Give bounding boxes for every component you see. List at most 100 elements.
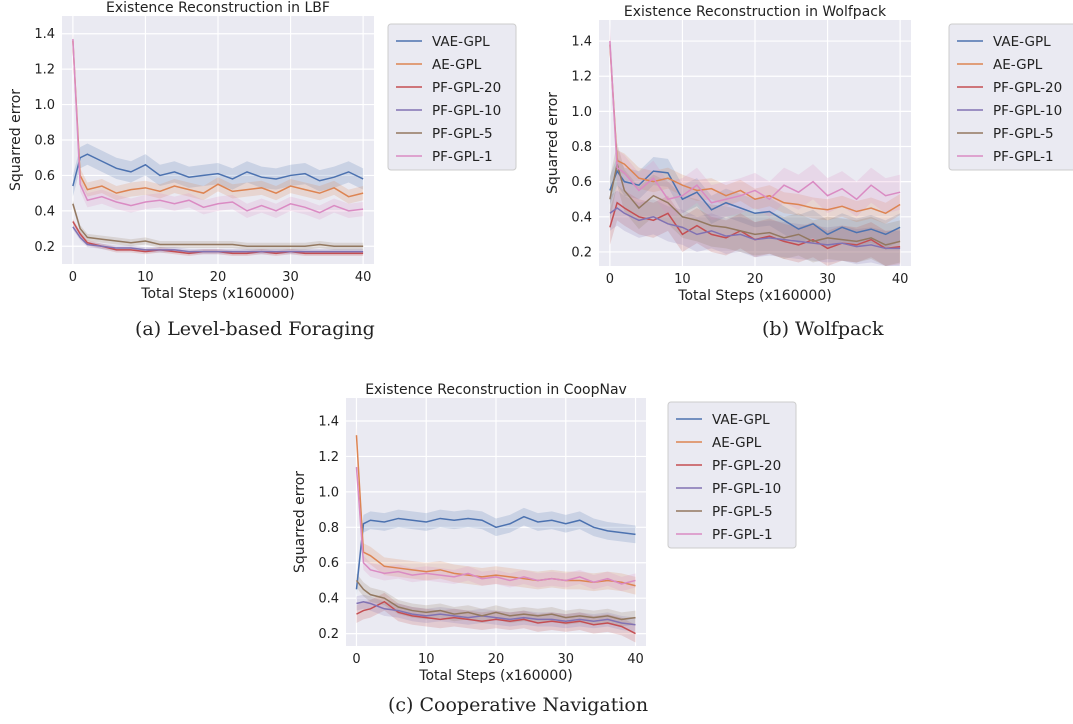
y-tick-label: 0.6 xyxy=(571,175,592,190)
y-tick-label: 1.0 xyxy=(34,98,55,113)
x-axis-label: Total Steps (x160000) xyxy=(677,288,831,304)
y-axis-label: Squarred error xyxy=(8,89,24,191)
series-line xyxy=(609,207,901,250)
legend-label: PF-GPL-10 xyxy=(993,103,1062,119)
y-tick-label: 0.6 xyxy=(318,556,339,571)
legend-label: PF-GPL-10 xyxy=(432,103,501,119)
series-line xyxy=(355,467,636,585)
y-tick-label: 1.0 xyxy=(318,485,339,500)
y-tick-label: 0.4 xyxy=(34,204,55,219)
series-line xyxy=(72,203,364,248)
x-tick-label: 10 xyxy=(674,272,691,287)
caption-b: (b) Wolfpack xyxy=(762,318,884,340)
series-line xyxy=(609,169,901,236)
y-tick-label: 0.8 xyxy=(571,140,592,155)
y-tick-label: 0.8 xyxy=(318,521,339,536)
legend-label: PF-GPL-20 xyxy=(993,80,1062,96)
chart-lbf: 0 10 20 30 40 0.2 0.4 0.6 0.8 1.0 1.2 1.4 Existence … xyxy=(0,0,536,310)
series-band xyxy=(609,157,901,249)
legend-label: PF-GPL-1 xyxy=(712,527,773,543)
legend-label: PF-GPL-1 xyxy=(993,149,1054,165)
series-band xyxy=(609,23,901,221)
legend-label: PF-GPL-10 xyxy=(712,481,781,497)
legend-label: VAE-GPL xyxy=(712,412,770,428)
x-tick-label: 0 xyxy=(606,272,614,287)
series-group xyxy=(609,23,901,266)
x-tick-label: 30 xyxy=(557,652,574,667)
y-tick-label: 0.8 xyxy=(34,134,55,149)
series-line xyxy=(72,40,364,198)
series-band xyxy=(609,34,901,224)
legend-label: AE-GPL xyxy=(993,57,1043,73)
series-line xyxy=(609,163,901,246)
x-tick-label: 20 xyxy=(747,272,764,287)
x-tick-label: 30 xyxy=(282,270,299,285)
y-tick-label: 1.4 xyxy=(571,35,592,50)
x-tick-label: 30 xyxy=(819,272,836,287)
series-band xyxy=(609,190,901,266)
x-tick-label: 40 xyxy=(355,270,372,285)
series-line xyxy=(355,515,636,590)
legend-label: PF-GPL-20 xyxy=(432,80,501,96)
series-line xyxy=(72,226,364,253)
series-band xyxy=(609,185,901,266)
x-tick-label: 40 xyxy=(627,652,644,667)
legend-label: AE-GPL xyxy=(712,435,762,451)
x-tick-label: 0 xyxy=(352,652,360,667)
y-tick-label: 1.2 xyxy=(571,70,592,85)
y-tick-label: 0.2 xyxy=(34,240,55,255)
y-tick-label: 0.6 xyxy=(34,169,55,184)
series-line xyxy=(356,600,636,635)
series-line xyxy=(355,579,636,621)
chart-title: Existence Reconstruction in CoopNav xyxy=(365,382,627,398)
series-line xyxy=(72,38,364,214)
series-band xyxy=(356,573,636,627)
chart-title: Existence Reconstruction in Wolfpack xyxy=(624,4,887,20)
legend-label: VAE-GPL xyxy=(432,34,490,50)
x-tick-label: 20 xyxy=(488,652,505,667)
legend-label: VAE-GPL xyxy=(993,34,1051,50)
y-axis-label: Squarred error xyxy=(292,471,308,573)
caption-c: (c) Cooperative Navigation xyxy=(388,694,649,716)
x-tick-label: 0 xyxy=(69,270,77,285)
y-tick-label: 0.4 xyxy=(318,592,339,607)
y-tick-label: 1.0 xyxy=(571,105,592,120)
chart-wolfpack-svg: 0 10 20 30 40 0.2 0.4 0.6 0.8 1.0 1.2 1.4 Existence … xyxy=(545,4,1073,304)
x-axis-label: Total Steps (x160000) xyxy=(140,286,294,302)
series-line xyxy=(609,44,901,215)
legend-label: PF-GPL-5 xyxy=(712,504,773,520)
chart-lbf-svg: 0 10 20 30 40 0.2 0.4 0.6 0.8 1.0 1.2 1.4 Existence … xyxy=(8,0,517,302)
x-tick-label: 20 xyxy=(210,270,227,285)
y-axis-label: Squarred error xyxy=(545,92,561,194)
chart-coopnav-svg: 0 10 20 30 40 0.2 0.4 0.6 0.8 1.0 1.2 1.4 Existence … xyxy=(292,382,797,684)
y-tick-label: 0.2 xyxy=(571,245,592,260)
y-tick-label: 1.4 xyxy=(318,415,339,430)
caption-a: (a) Level-based Foraging xyxy=(135,318,375,340)
chart-coopnav: 0 10 20 30 40 0.2 0.4 0.6 0.8 1.0 1.2 1.4 Existence … xyxy=(280,378,816,688)
series-line xyxy=(355,435,636,587)
series-group xyxy=(355,426,636,643)
series-band xyxy=(356,507,636,599)
x-axis-label: Total Steps (x160000) xyxy=(418,668,572,684)
legend-label: PF-GPL-1 xyxy=(432,149,493,165)
series-band xyxy=(609,143,901,266)
chart-title: Existence Reconstruction in LBF xyxy=(106,0,330,16)
series-line xyxy=(72,153,364,187)
y-tick-label: 1.2 xyxy=(318,450,339,465)
legend-label: PF-GPL-20 xyxy=(712,458,781,474)
series-band xyxy=(72,143,364,197)
y-tick-label: 1.4 xyxy=(34,27,55,42)
y-tick-label: 1.2 xyxy=(34,63,55,78)
series-band xyxy=(72,200,364,250)
x-tick-label: 10 xyxy=(137,270,154,285)
series-line xyxy=(609,41,901,204)
series-line xyxy=(356,600,636,626)
x-tick-label: 10 xyxy=(418,652,435,667)
legend-label: AE-GPL xyxy=(432,57,482,73)
series-band xyxy=(356,426,636,595)
series-band xyxy=(72,31,364,220)
y-tick-label: 0.2 xyxy=(318,627,339,642)
legend-label: PF-GPL-5 xyxy=(432,126,493,142)
chart-wolfpack: 0 10 20 30 40 0.2 0.4 0.6 0.8 1.0 1.2 1.4 Existence … xyxy=(537,0,1073,310)
x-tick-label: 40 xyxy=(892,272,909,287)
